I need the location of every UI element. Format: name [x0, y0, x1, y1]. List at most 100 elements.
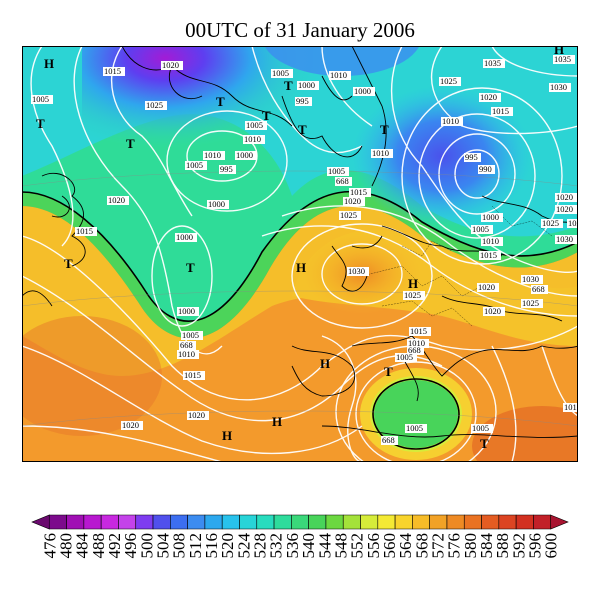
isobar-value: 1015 [184, 370, 201, 380]
low-pressure-marker: T [64, 256, 73, 271]
low-pressure-marker: T [298, 122, 307, 137]
isobar-value: 1020 [122, 420, 139, 430]
colorbar-tick-label: 588 [493, 533, 512, 559]
isobar-value: 668 [532, 284, 545, 294]
geopotential-map: 1015102010051025100510009951010100010051… [22, 46, 578, 462]
colorbar-swatch [239, 514, 258, 530]
isobar-value: 1020 [556, 192, 573, 202]
colorbar-tick-label: 532 [267, 533, 286, 559]
isobar-value: 1030 [556, 234, 573, 244]
isobar-label: 995 [464, 152, 481, 162]
colorbar-swatch [273, 514, 292, 530]
isobar-value: 1005 [272, 68, 289, 78]
isobar-value: 1010 [408, 338, 425, 348]
colorbar-tick-label: 508 [170, 533, 189, 559]
colorbar-swatch [48, 514, 67, 530]
colorbar-swatch [100, 514, 119, 530]
high-pressure-marker: H [296, 260, 306, 275]
isobar-label: 1010 [243, 134, 265, 144]
isobar-label: 1025 [439, 76, 461, 86]
isobar-value: 1020 [108, 195, 125, 205]
isobar-label: 668 [179, 340, 196, 350]
colorbar-tick-label: 584 [477, 533, 496, 559]
isobar-label: 668 [531, 284, 548, 294]
isobar-value: 102 [568, 218, 578, 228]
colorbar-swatch [498, 514, 517, 530]
isobar-label: 1020 [479, 92, 501, 102]
isobar-label: 1000 [175, 232, 197, 242]
isobar-value: 1025 [522, 298, 539, 308]
isobar-label: 668 [335, 176, 352, 186]
isobar-label: 1025 [541, 218, 563, 228]
isobar-label: 1015 [491, 106, 513, 116]
colorbar-tick-label: 596 [526, 533, 545, 559]
low-pressure-marker: T [186, 260, 195, 275]
isobar-label: 1010 [329, 70, 351, 80]
colorbar-tick-label: 556 [364, 533, 383, 559]
colorbar-tick-label: 528 [251, 533, 270, 559]
isobar-value: 1015 [350, 187, 367, 197]
isobar-label: 1025 [521, 298, 543, 308]
colorbar-swatch [66, 514, 85, 530]
isobar-label: 1005 [327, 166, 349, 176]
isobar-value: 668 [382, 435, 395, 445]
isobar-value: 1005 [246, 120, 263, 130]
isobar-label: 1035 [553, 54, 575, 64]
colorbar-tick-label: 580 [461, 533, 480, 559]
isobar-value: 1005 [328, 166, 345, 176]
colorbar-swatch [31, 514, 50, 530]
isobar-label: 1015 [75, 226, 97, 236]
isobar-label: 1015 [349, 187, 371, 197]
isobar-label: 1020 [107, 195, 129, 205]
isobar-value: 1010 [244, 134, 261, 144]
colorbar-tick-label: 496 [121, 533, 140, 559]
colorbar-swatch [429, 514, 448, 530]
high-pressure-marker: H [44, 56, 54, 71]
colorbar-tick-label: 592 [509, 533, 528, 559]
isobar-label: 1000 [353, 86, 375, 96]
colorbar-legend: 4764804844884924965005045085125165205245… [31, 514, 569, 559]
isobar-value: 1020 [162, 60, 179, 70]
high-pressure-marker: H [272, 414, 282, 429]
colorbar-tick-label: 560 [380, 533, 399, 559]
isobar-label: 102 [567, 218, 578, 228]
colorbar-swatch [533, 514, 552, 530]
colorbar-swatch [152, 514, 171, 530]
isobar-value: 1015 [480, 250, 497, 260]
colorbar-swatch [481, 514, 500, 530]
colorbar-tick-label: 548 [331, 533, 350, 559]
isobar-label: 995 [219, 164, 236, 174]
isobar-value: 1020 [484, 306, 501, 316]
colorbar-tick-label: 536 [283, 533, 302, 559]
isobar-value: 1015 [492, 106, 509, 116]
colorbar-tick-label: 492 [105, 533, 124, 559]
isobar-label: 1005 [405, 423, 427, 433]
colorbar-swatch [342, 514, 361, 530]
isobar-value: 668 [180, 340, 193, 350]
isobar-label: 1015 [479, 250, 501, 260]
isobar-label: 1010 [371, 148, 393, 158]
isobar-label: 1015 [409, 326, 431, 336]
isobar-value: 1000 [236, 150, 253, 160]
low-pressure-marker: T [36, 116, 45, 131]
isobar-value: 995 [220, 164, 233, 174]
colorbar-swatch [377, 514, 396, 530]
colorbar-swatch [291, 514, 309, 530]
isobar-value: 1030 [348, 266, 365, 276]
colorbar-swatch [515, 514, 534, 530]
colorbar-swatch [412, 514, 430, 530]
isobar-label: 1005 [471, 423, 493, 433]
isobar-label: 1000 [481, 212, 503, 222]
isobar-value: 1025 [404, 290, 421, 300]
colorbar-tick-label: 524 [234, 533, 253, 559]
isobar-label: 1005 [471, 224, 493, 234]
colorbar-swatch [446, 514, 465, 530]
isobar-label: 1020 [121, 420, 143, 430]
colorbar-tick-label: 568 [412, 533, 431, 559]
isobar-value: 1025 [542, 218, 559, 228]
colorbar-tick-label: 500 [137, 533, 156, 559]
colorbar-tick-label: 480 [56, 533, 75, 559]
low-pressure-marker: T [262, 108, 271, 123]
isobar-label: 995 [295, 96, 312, 106]
isobar-value: 1010 [178, 349, 195, 359]
